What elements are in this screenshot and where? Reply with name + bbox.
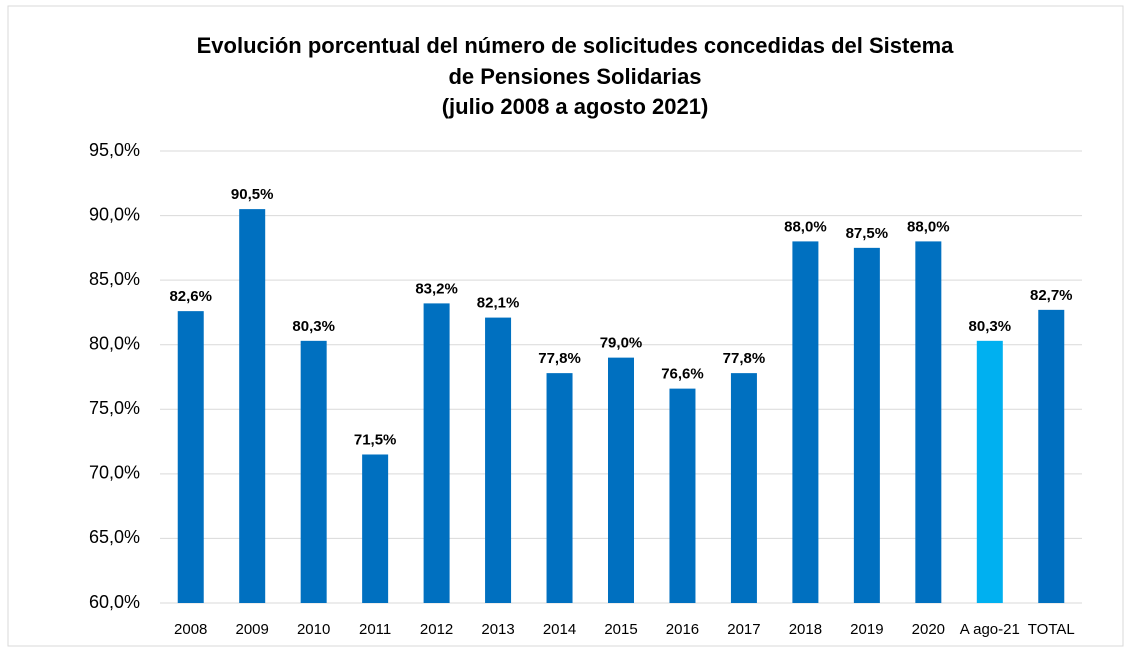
x-tick-label: 2019	[850, 621, 883, 638]
y-tick-label: 85,0%	[89, 269, 140, 289]
data-label: 77,8%	[723, 350, 766, 367]
chart-title: de Pensiones Solidarias	[448, 64, 701, 89]
x-tick-label: 2008	[174, 621, 207, 638]
bar	[792, 241, 819, 603]
chart-title: (julio 2008 a agosto 2021)	[442, 94, 709, 119]
x-tick-label: 2016	[666, 621, 699, 638]
bar	[853, 247, 880, 603]
data-label: 82,6%	[169, 288, 212, 305]
data-label: 77,8%	[538, 350, 581, 367]
bar	[177, 311, 204, 603]
y-tick-label: 65,0%	[89, 527, 140, 547]
data-label: 87,5%	[846, 225, 889, 242]
data-label: 88,0%	[784, 218, 827, 235]
bar	[423, 303, 450, 603]
data-label: 79,0%	[600, 335, 643, 352]
y-tick-label: 80,0%	[89, 333, 140, 353]
x-tick-label: 2014	[543, 621, 576, 638]
x-tick-label: TOTAL	[1028, 621, 1075, 638]
bar	[546, 373, 573, 603]
bar	[300, 340, 327, 603]
bar	[362, 454, 389, 603]
x-tick-label: A ago-21	[960, 621, 1020, 638]
y-tick-label: 75,0%	[89, 398, 140, 418]
x-tick-label: 2017	[727, 621, 760, 638]
x-tick-label: 2011	[359, 621, 391, 638]
x-tick-label: 2009	[236, 621, 269, 638]
x-tick-label: 2015	[604, 621, 637, 638]
bar	[976, 340, 1003, 603]
data-label: 80,3%	[292, 318, 335, 335]
x-tick-label: 2020	[912, 621, 945, 638]
x-tick-label: 2010	[297, 621, 330, 638]
data-label: 83,2%	[415, 280, 458, 297]
bar	[1038, 309, 1065, 603]
data-label: 82,7%	[1030, 287, 1073, 304]
data-label: 71,5%	[354, 431, 397, 448]
x-tick-label: 2018	[789, 621, 822, 638]
data-label: 80,3%	[969, 318, 1012, 335]
x-tick-label: 2013	[481, 621, 514, 638]
data-label: 90,5%	[231, 186, 274, 203]
y-tick-label: 60,0%	[89, 592, 140, 612]
bar	[608, 357, 634, 603]
y-tick-label: 95,0%	[89, 140, 140, 160]
bar	[669, 388, 696, 603]
chart-title: Evolución porcentual del número de solic…	[197, 33, 955, 58]
bar	[239, 209, 266, 603]
x-tick-label: 2012	[420, 621, 453, 638]
bar	[485, 317, 512, 603]
y-tick-label: 70,0%	[89, 463, 140, 483]
bar	[730, 373, 757, 603]
bar	[915, 241, 942, 603]
data-label: 76,6%	[661, 366, 704, 383]
data-label: 82,1%	[477, 295, 520, 312]
data-label: 88,0%	[907, 218, 950, 235]
y-tick-label: 90,0%	[89, 204, 140, 224]
